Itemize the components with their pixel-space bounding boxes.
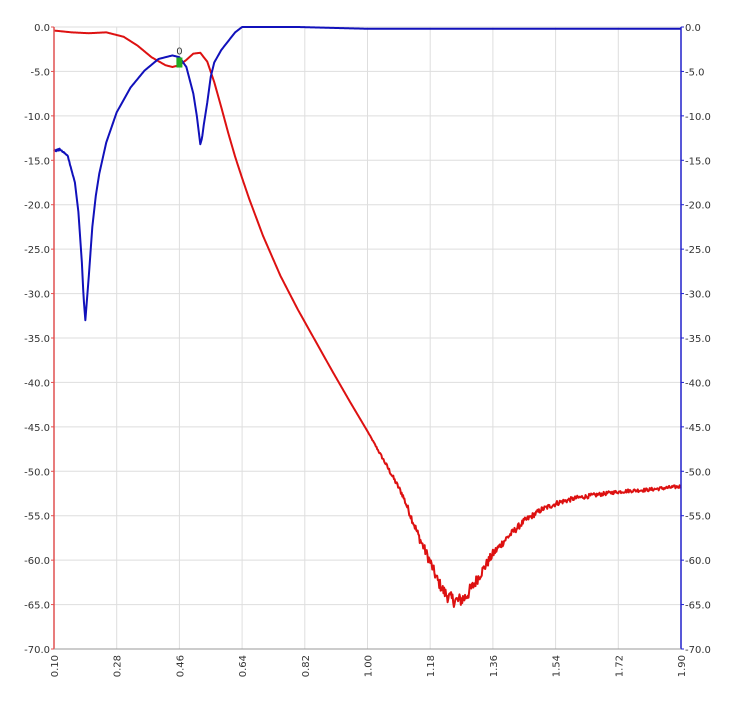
x-tick-label: 1.00 (364, 655, 375, 677)
y-tick-label-right: -40.0 (685, 378, 711, 389)
y-tick-label-left: -60.0 (24, 556, 50, 567)
y-tick-label-right: -55.0 (685, 512, 711, 523)
x-tick-label: 0.46 (175, 655, 186, 677)
y-tick-label-left: -15.0 (24, 156, 50, 167)
y-tick-label-left: 0.0 (34, 23, 50, 34)
axes (51, 26, 684, 650)
y-tick-label-left: -35.0 (24, 334, 50, 345)
y-tick-label-right: -25.0 (685, 245, 711, 256)
y-tick-label-right: -5.0 (685, 67, 705, 78)
y-tick-label-right: -10.0 (685, 112, 711, 123)
marker (176, 57, 183, 68)
y-tick-label-right: -70.0 (685, 645, 711, 656)
y-tick-label-right: -65.0 (685, 601, 711, 612)
x-tick-label: 0.28 (113, 655, 124, 677)
x-tick-label: 0.10 (50, 655, 61, 677)
tick-labels: 0.0 -5.0 -10.0 -15.0 -20.0 -25.0 -30.0 -35.0 -40… (24, 23, 711, 677)
x-tick-label: 0.82 (301, 655, 312, 677)
y-tick-label-left: -40.0 (24, 378, 50, 389)
y-tick-label-left: -65.0 (24, 601, 50, 612)
y-tick-label-right: -50.0 (685, 467, 711, 478)
y-tick-label-left: -45.0 (24, 423, 50, 434)
series-line-2 (53, 26, 682, 322)
y-tick-label-left: -25.0 (24, 245, 50, 256)
y-tick-label-right: 0.0 (685, 23, 701, 34)
y-tick-label-left: -50.0 (24, 467, 50, 478)
y-tick-label-right: -45.0 (685, 423, 711, 434)
marker-layer: 0 (176, 47, 183, 68)
marker-label: 0 (176, 47, 182, 58)
y-tick-label-left: -5.0 (30, 67, 50, 78)
y-tick-label-right: -30.0 (685, 290, 711, 301)
y-tick-label-right: -20.0 (685, 201, 711, 212)
y-tick-label-right: -35.0 (685, 334, 711, 345)
y-tick-label-left: -30.0 (24, 290, 50, 301)
series-layer (53, 26, 682, 608)
x-tick-label: 1.36 (489, 655, 500, 677)
x-tick-label: 1.90 (677, 655, 688, 677)
y-tick-label-left: -20.0 (24, 201, 50, 212)
y-tick-label-left: -70.0 (24, 645, 50, 656)
y-tick-label-right: -60.0 (685, 556, 711, 567)
x-tick-label: 1.18 (426, 655, 437, 677)
y-tick-label-left: -55.0 (24, 512, 50, 523)
series-line-1 (53, 29, 682, 608)
x-tick-label: 1.72 (614, 655, 625, 677)
y-tick-label-left: -10.0 (24, 112, 50, 123)
x-tick-label: 0.64 (238, 655, 249, 677)
y-tick-label-right: -15.0 (685, 156, 711, 167)
x-tick-label: 1.54 (552, 655, 563, 677)
